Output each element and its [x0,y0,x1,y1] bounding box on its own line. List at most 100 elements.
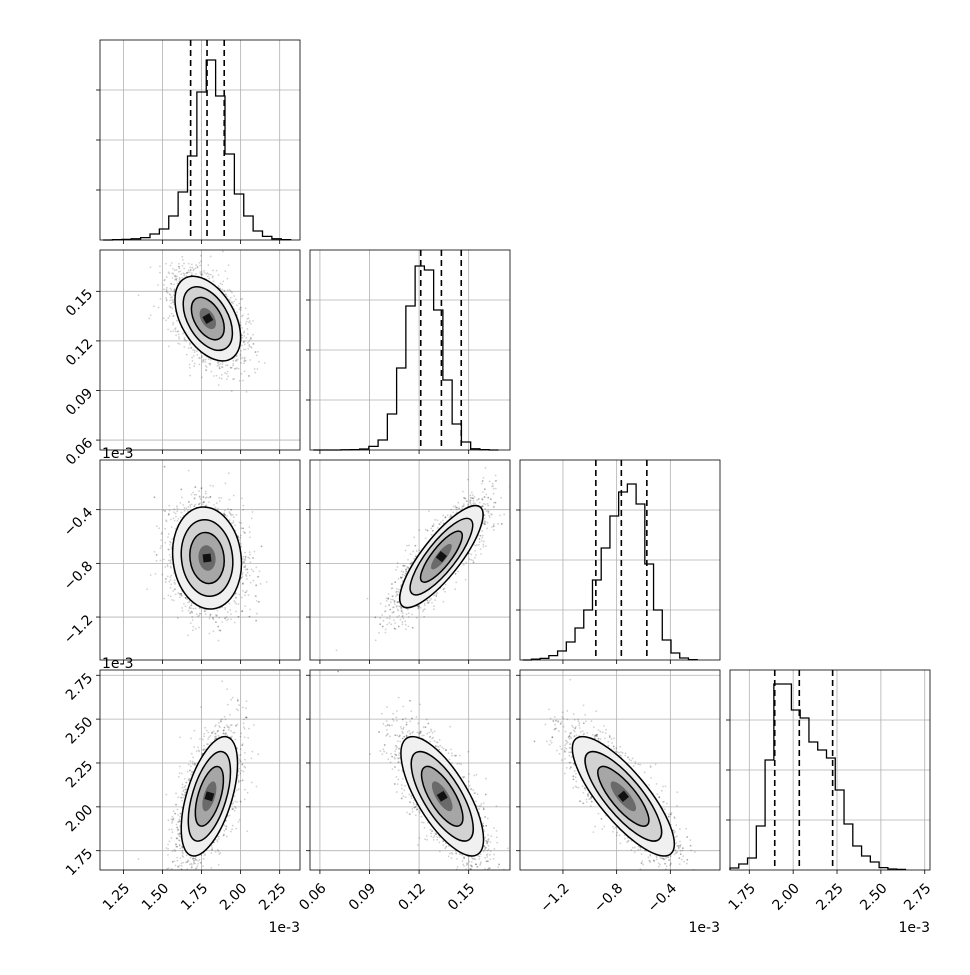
sample-point [425,529,427,531]
sample-point [247,572,249,574]
sample-point [447,514,449,516]
sample-point [179,270,181,272]
sample-point [221,621,223,623]
sample-point [257,576,259,578]
sample-point [218,640,220,642]
sample-point [166,291,168,293]
sample-point [251,569,253,571]
sample-point [191,616,193,618]
sample-point [484,508,486,510]
sample-point [202,503,204,505]
sample-point [242,314,244,316]
sample-point [209,618,211,620]
sample-point [499,515,501,517]
sample-point [385,605,387,607]
sample-point [465,579,467,581]
sample-point [195,273,197,275]
sample-point [394,628,396,630]
sample-point [478,544,480,546]
sample-point [250,561,252,563]
sample-point [402,565,404,567]
sample-point [180,593,182,595]
sample-point [418,549,420,551]
sample-point [216,270,218,272]
sample-point [189,244,191,246]
sample-point [173,315,175,317]
sample-point [212,485,214,487]
sample-point [246,391,248,393]
sample-point [163,317,165,319]
sample-point [249,359,251,361]
sample-point [400,619,402,621]
sample-point [189,504,191,506]
sample-point [242,561,244,563]
sample-point [241,298,243,300]
sample-point [239,380,241,382]
sample-point [227,278,229,280]
sample-point [230,514,232,516]
sample-point [217,508,219,510]
sample-point [153,305,155,307]
sample-point [408,612,410,614]
sample-point [165,288,167,290]
sample-point [178,266,180,268]
sample-point [194,498,196,500]
sample-point [192,360,194,362]
sample-point [170,294,172,296]
sample-point [406,545,408,547]
sample-point [192,349,194,351]
sample-point [493,488,495,490]
sample-point [466,500,468,502]
sample-point [170,283,172,285]
sample-point [240,522,242,524]
sample-point [247,333,249,335]
sample-point [202,496,204,498]
sample-point [198,627,200,629]
sample-point [407,559,409,561]
sample-point [225,365,227,367]
sample-point [170,457,172,459]
sample-point [395,569,397,571]
sample-point [235,596,237,598]
sample-point [221,497,223,499]
sample-point [210,256,212,258]
sample-point [224,510,226,512]
sample-point [252,334,254,336]
sample-point [195,264,197,266]
sample-point [247,313,249,315]
sample-point [215,621,217,623]
sample-point [470,502,472,504]
sample-point [243,360,245,362]
sample-point [245,337,247,339]
sample-point [455,581,457,583]
sample-point [227,371,229,373]
sample-point [209,496,211,498]
sample-point [175,278,177,280]
sample-point [245,556,247,558]
sample-point [469,558,471,560]
sample-point [463,564,465,566]
sample-point [164,528,166,530]
sample-point [160,298,162,300]
sample-point [396,593,398,595]
sample-point [167,536,169,538]
sample-point [465,561,467,563]
sample-point [367,598,369,600]
sample-point [196,354,198,356]
sample-point [242,590,244,592]
sample-point [440,521,442,523]
sample-point [249,531,251,533]
sample-point [249,536,251,538]
sample-point [392,599,394,601]
sample-point [204,272,206,274]
sample-point [248,594,250,596]
sample-point [164,279,166,281]
sample-point [249,616,251,618]
sample-point [168,345,170,347]
sample-point [198,503,200,505]
sample-point [218,384,220,386]
sample-point [200,498,202,500]
sample-point [233,600,235,602]
sample-point [243,341,245,343]
sample-point [427,602,429,604]
